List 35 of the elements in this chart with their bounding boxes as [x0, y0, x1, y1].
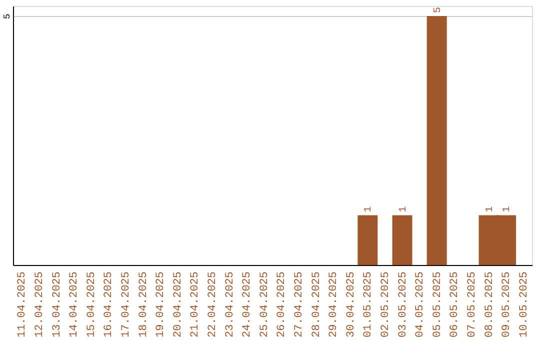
data-label: 1 — [484, 206, 496, 212]
data-label: 1 — [398, 206, 410, 212]
x-tick-label: 22.04.2025 — [206, 272, 219, 338]
x-tick-label: 17.04.2025 — [120, 272, 132, 338]
x-tick-label: 09.05.2025 — [501, 272, 514, 338]
x-tick-label: 29.04.2025 — [328, 272, 340, 338]
x-tick-label: 24.04.2025 — [242, 272, 254, 338]
x-tick-label: 08.05.2025 — [484, 272, 496, 338]
x-tick-label: 02.05.2025 — [380, 272, 392, 338]
data-label: 1 — [502, 206, 514, 212]
x-tick-label: 06.05.2025 — [449, 272, 462, 338]
x-tick-label: 15.04.2025 — [86, 272, 98, 338]
x-tick-label: 23.04.2025 — [224, 272, 236, 338]
x-tick-label: 19.04.2025 — [155, 272, 168, 338]
x-tick-label: 27.04.2025 — [293, 272, 306, 338]
x-tick-label: 30.04.2025 — [345, 272, 358, 338]
x-tick-label: 04.05.2025 — [414, 272, 427, 338]
x-tick-label: 20.04.2025 — [172, 272, 184, 338]
x-tick-label: 11.04.2025 — [16, 272, 29, 338]
x-tick-label: 13.04.2025 — [51, 272, 64, 338]
x-tick-label: 26.04.2025 — [276, 272, 288, 338]
x-tick-label: 07.05.2025 — [466, 272, 478, 338]
x-tick-label: 03.05.2025 — [397, 272, 410, 338]
x-tick-label: 10.05.2025 — [518, 272, 530, 338]
x-tick-label: 21.04.2025 — [190, 272, 202, 338]
data-label: 1 — [364, 206, 375, 212]
x-tick-label: 01.05.2025 — [362, 272, 375, 338]
x-tick-label: 14.04.2025 — [68, 272, 81, 338]
x-tick-label: 18.04.2025 — [138, 272, 150, 338]
data-label: 5 — [432, 6, 444, 13]
x-tick-label: 25.04.2025 — [258, 272, 271, 338]
x-tick-label: 12.04.2025 — [34, 272, 46, 338]
x-tick-label: 05.05.2025 — [432, 272, 444, 338]
x-tick-label: 16.04.2025 — [103, 272, 116, 338]
x-tick-label: 28.04.2025 — [310, 272, 323, 338]
